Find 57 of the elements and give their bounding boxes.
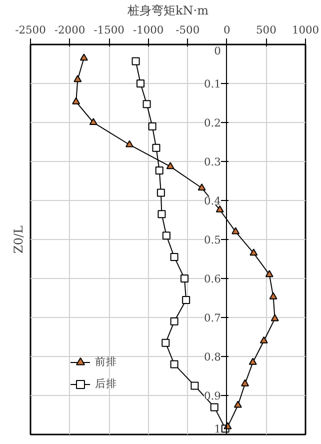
y-tick-label: 0.5 (204, 234, 221, 246)
x-tick-label: -1000 (132, 24, 164, 36)
point (234, 400, 242, 408)
point (89, 118, 98, 126)
point (170, 253, 178, 262)
point (74, 75, 82, 82)
point (170, 317, 178, 326)
y-tick-label: 0.3 (204, 156, 221, 168)
chart-title: 桩身弯矩kN·m (126, 4, 210, 18)
x-tick-label: 0 (224, 24, 231, 36)
point (190, 382, 199, 390)
point (80, 54, 88, 61)
y-tick-label: 0.9 (204, 390, 222, 402)
legend-label: 后排 (95, 377, 117, 391)
point (250, 248, 258, 256)
point (269, 292, 278, 300)
y-tick-label: 0.8 (204, 350, 222, 364)
y-axis-title: Z0/L (12, 225, 26, 254)
point (148, 122, 156, 130)
y-tick-label: 0 (214, 44, 222, 58)
point (198, 183, 206, 191)
point (132, 57, 140, 66)
point (180, 274, 188, 282)
point (152, 144, 160, 152)
y-tick-label: 0.1 (204, 78, 221, 90)
point (136, 80, 144, 88)
point (166, 162, 174, 170)
point (126, 140, 134, 148)
y-tick-label: 1 (214, 422, 221, 436)
point (241, 379, 249, 386)
y-tick-label: 0.4 (204, 194, 222, 208)
x-tick-label: -1500 (94, 24, 125, 36)
point (162, 338, 170, 347)
point (270, 314, 279, 322)
point (72, 97, 80, 104)
point (162, 232, 170, 240)
point (155, 166, 164, 174)
point (260, 336, 268, 344)
point (142, 100, 151, 108)
x-tick-label: 1000 (292, 24, 320, 36)
point (170, 360, 178, 368)
point (210, 403, 218, 412)
x-tick-label: -2500 (15, 24, 46, 36)
x-tick-label: -2000 (54, 24, 86, 36)
point (265, 270, 274, 278)
legend-label: 前排 (95, 355, 117, 369)
y-tick-label: 0.2 (204, 116, 221, 130)
y-tick-label: 0.7 (204, 312, 222, 324)
x-tick-label: -500 (176, 24, 200, 36)
x-tick-label: 500 (256, 24, 277, 36)
point (182, 296, 190, 304)
point (156, 188, 165, 197)
point (158, 210, 166, 218)
point (216, 205, 224, 212)
point (232, 227, 240, 234)
point (248, 358, 257, 365)
y-tick-label: 0.6 (204, 272, 222, 286)
